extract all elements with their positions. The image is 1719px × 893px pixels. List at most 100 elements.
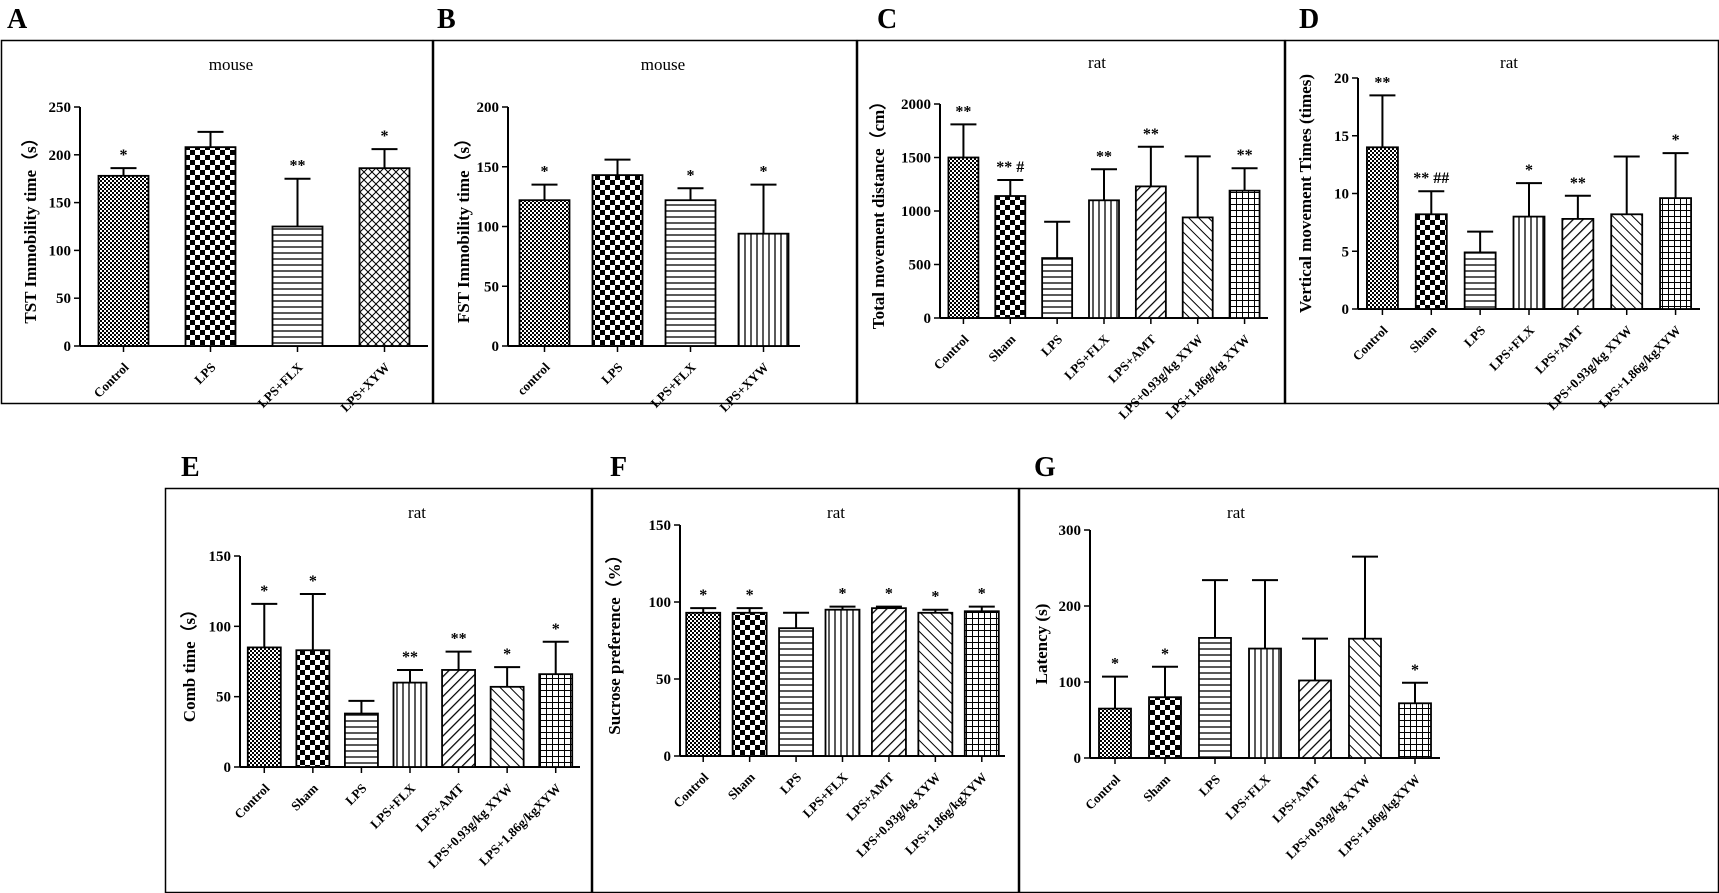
significance-label: * xyxy=(1161,646,1169,663)
x-category-label: LPS+0.93g/kg XYW xyxy=(853,770,943,860)
x-category-label: LPS+XYW xyxy=(337,360,392,415)
y-axis-label: Latency (s) xyxy=(1032,604,1051,685)
panel-subtitle: rat xyxy=(408,503,426,522)
significance-label: * xyxy=(120,147,128,164)
y-tick-label: 100 xyxy=(49,243,72,259)
x-category-label: LPS+1.86g/kgXYW xyxy=(902,770,990,858)
x-category-label: LPS+FLX xyxy=(1486,322,1538,374)
y-tick-label: 150 xyxy=(49,196,72,212)
bar xyxy=(518,199,571,347)
panel-letter: D xyxy=(1299,4,1319,35)
x-category-label: LPS+FLX xyxy=(1222,771,1274,823)
bar xyxy=(963,610,1000,757)
x-category-label: Control xyxy=(670,769,711,810)
significance-label: ** xyxy=(1570,175,1586,192)
y-tick-label: 300 xyxy=(1059,523,1082,539)
bar xyxy=(664,199,717,347)
panel-letter: G xyxy=(1034,452,1056,483)
panel-subtitle: rat xyxy=(1088,53,1106,72)
x-category-label: Sham xyxy=(985,331,1018,364)
x-category-label: Control xyxy=(930,331,971,372)
significance-label: * xyxy=(885,586,893,603)
bar xyxy=(685,611,722,757)
significance-label: * xyxy=(1525,162,1533,179)
x-category-label: LPS+0.93g/kg XYW xyxy=(1115,332,1205,422)
y-axis-label: Comb time（s） xyxy=(179,601,199,722)
significance-label: ** xyxy=(955,103,971,120)
y-tick-label: 250 xyxy=(49,100,72,116)
y-tick-label: 1000 xyxy=(901,204,931,220)
x-category-label: LPS xyxy=(191,360,218,387)
significance-label: * xyxy=(931,589,939,606)
significance-label: * xyxy=(1411,662,1419,679)
bar xyxy=(358,167,411,347)
panel-frame xyxy=(856,39,1286,405)
y-tick-label: 100 xyxy=(477,220,500,236)
y-tick-label: 500 xyxy=(909,258,932,274)
significance-label: * xyxy=(746,587,754,604)
y-tick-label: 0 xyxy=(492,339,500,355)
bar xyxy=(1041,257,1074,319)
x-category-label: LPS+FLX xyxy=(367,780,419,832)
bar xyxy=(947,156,980,319)
y-tick-label: 0 xyxy=(664,749,672,765)
bar xyxy=(271,225,324,347)
y-axis-label: Total movement distance（cm） xyxy=(868,93,888,329)
significance-label: ** xyxy=(1374,74,1390,91)
bar xyxy=(1248,647,1282,759)
y-tick-label: 0 xyxy=(1074,751,1082,767)
significance-label: * xyxy=(978,586,986,603)
y-tick-label: 10 xyxy=(1334,187,1349,203)
x-category-label: LPS+1.86g/kg XYW xyxy=(1162,332,1252,422)
bar xyxy=(246,646,282,768)
significance-label: * xyxy=(839,586,847,603)
bar xyxy=(1512,215,1546,310)
x-category-label: Sham xyxy=(1406,322,1439,355)
panel-letter: F xyxy=(610,452,627,483)
significance-label: ** xyxy=(402,649,418,666)
significance-label: * xyxy=(687,167,695,184)
y-tick-label: 150 xyxy=(649,518,672,534)
panel-subtitle: mouse xyxy=(209,55,253,74)
y-tick-label: 50 xyxy=(484,279,499,295)
bar xyxy=(1148,696,1182,759)
bar xyxy=(1134,185,1167,319)
y-axis-label: TST Immobility time（s） xyxy=(20,129,40,323)
x-category-label: LPS+0.93g/kg XYW xyxy=(1283,772,1373,862)
y-tick-label: 0 xyxy=(924,311,932,327)
significance-label: ** # xyxy=(996,159,1024,176)
bar xyxy=(1198,637,1232,759)
x-category-label: LPS+1.86g/kgXYW xyxy=(476,781,564,869)
significance-label: * xyxy=(552,621,560,638)
y-axis-label: Sucrose preference（%） xyxy=(604,546,624,734)
y-tick-label: 200 xyxy=(477,100,500,116)
bar xyxy=(1463,251,1497,310)
x-category-label: LPS+1.86g/kgXYW xyxy=(1596,323,1684,411)
bar xyxy=(994,195,1027,319)
bar xyxy=(824,608,861,757)
bar xyxy=(737,232,790,347)
x-category-label: Sham xyxy=(725,769,758,802)
significance-label: ** ## xyxy=(1413,170,1449,187)
bar xyxy=(1298,679,1332,759)
y-tick-label: 150 xyxy=(477,160,500,176)
panel-subtitle: mouse xyxy=(641,55,685,74)
bar xyxy=(778,627,814,757)
x-category-label: control xyxy=(514,359,553,398)
x-category-label: Control xyxy=(1082,771,1123,812)
bar xyxy=(1348,637,1382,759)
y-tick-label: 50 xyxy=(56,291,71,307)
y-tick-label: 0 xyxy=(224,760,232,776)
y-tick-label: 1500 xyxy=(901,151,931,167)
bar xyxy=(295,649,331,768)
panel-subtitle: rat xyxy=(1227,503,1245,522)
x-category-label: LPS xyxy=(1038,332,1065,359)
significance-label: ** xyxy=(1143,126,1159,143)
panel-frame xyxy=(432,39,858,405)
